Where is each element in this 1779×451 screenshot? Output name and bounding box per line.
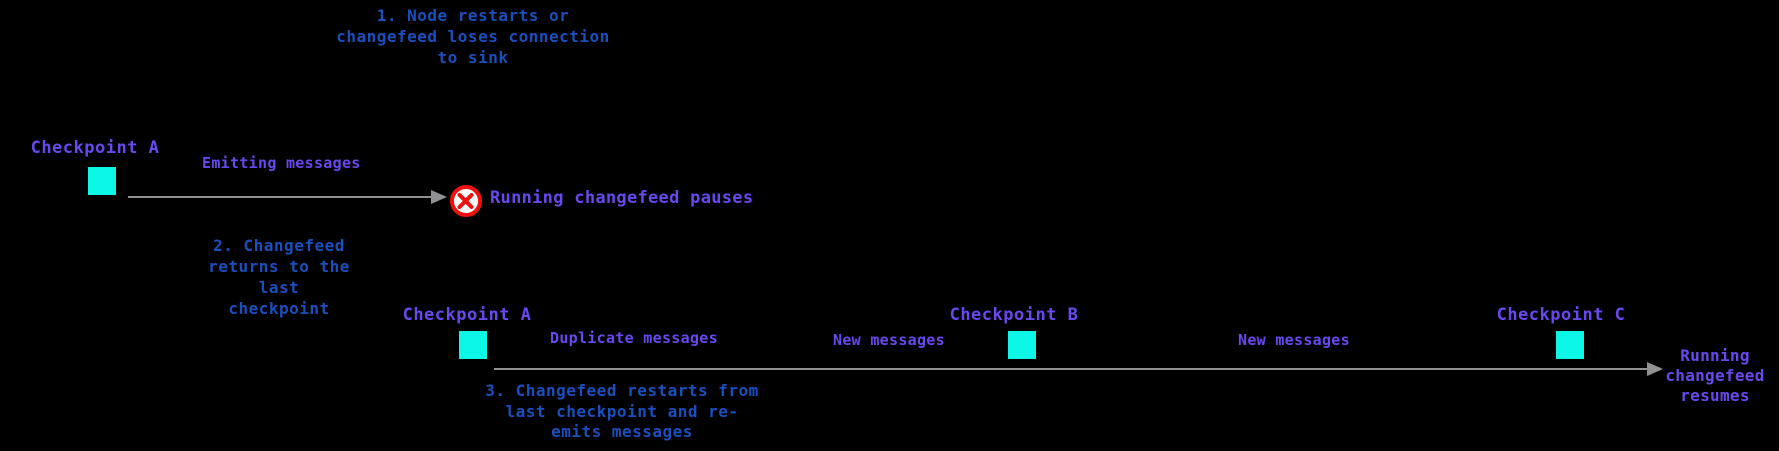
emitting-messages-label: Emitting messages [202, 154, 361, 172]
new-messages-label-1: New messages [833, 331, 945, 349]
new-messages-label-2: New messages [1238, 331, 1350, 349]
top-timeline-arrowhead [431, 190, 447, 204]
checkpoint-b-marker [1008, 331, 1036, 359]
bottom-timeline-arrowhead [1647, 362, 1663, 376]
bottom-timeline-arrow-line [494, 368, 1647, 370]
circled-x-icon [450, 185, 482, 217]
note-step1: 1. Node restarts or changefeed loses con… [336, 6, 610, 67]
changefeed-resumes-label: Running changefeed resumes [1665, 346, 1765, 405]
checkpoint-a-bottom-label: Checkpoint A [402, 305, 532, 325]
note-step2: 2. Changefeed returns to the last checkp… [208, 236, 350, 318]
note-step3: 3. Changefeed restarts from last checkpo… [485, 381, 759, 441]
checkpoint-a-top-marker [88, 167, 116, 195]
top-timeline-arrow-line [128, 196, 431, 198]
duplicate-messages-label: Duplicate messages [550, 329, 718, 347]
checkpoint-c-marker [1556, 331, 1584, 359]
checkpoint-a-bottom-marker [459, 331, 487, 359]
checkpoint-a-top-label: Checkpoint A [30, 138, 160, 158]
changefeed-pauses-label: Running changefeed pauses [490, 188, 754, 208]
checkpoint-b-label: Checkpoint B [949, 305, 1079, 325]
checkpoint-c-label: Checkpoint C [1496, 305, 1626, 325]
